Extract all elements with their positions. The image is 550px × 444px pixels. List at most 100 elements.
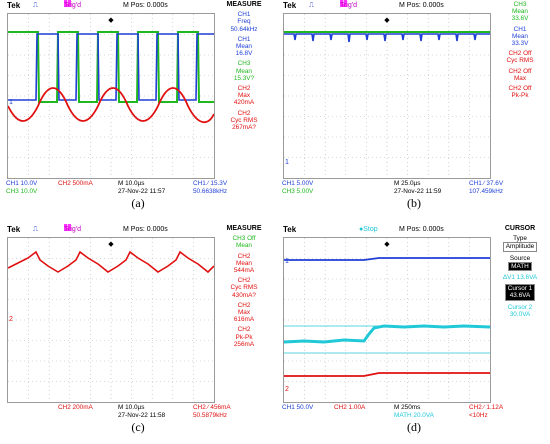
ch1-marker: 1 xyxy=(9,99,13,106)
measure-item[interactable]: CH2 Off Cyc RMS xyxy=(506,50,534,65)
graticule: 1 2 ◆ xyxy=(283,237,491,403)
timestamp: 27-Nov-22 11:57 xyxy=(118,188,166,195)
waveform-area: 1 ◆ xyxy=(8,14,214,178)
panel-caption: (c) xyxy=(131,420,145,434)
trigger-t-icon: T xyxy=(64,224,71,231)
scope-header: Tek ⎍ T Trig'd M Pos: 0.000s xyxy=(7,224,168,234)
panel-caption: (a) xyxy=(131,196,145,210)
measure-menu: MEASURE CH1 Freq 50.64kHz CH1 Mean 16.8V CH3… xyxy=(216,1,272,179)
graticule: 1 ◆ xyxy=(7,13,215,179)
acquisition-status: ● Stop xyxy=(359,226,378,233)
ch2-marker: 2 xyxy=(9,316,13,323)
trigger-position-icon: ◆ xyxy=(108,17,114,24)
menu-title: MEASURE xyxy=(226,225,262,232)
scope-screen: Tek ● Stop M Pos: 0.000s 1 2 ◆ CURSOR xyxy=(279,224,549,420)
ch1-scale: CH1 5.00V xyxy=(282,180,314,187)
scope-header: Tek ⎍ T Trig'd M Pos: 0.000s xyxy=(283,0,444,10)
trigger-t-icon: T xyxy=(64,0,71,7)
ch2-trace xyxy=(8,87,214,123)
panel-caption: (b) xyxy=(407,196,421,210)
trigger-t-icon: T xyxy=(340,0,347,7)
measure-item[interactable]: CH2 Max 616mA xyxy=(233,301,255,324)
measure-item[interactable]: CH2 Cyc RMS 430mA? xyxy=(230,277,258,299)
status-footer: CH1 50.0V CH2 1.00A M 250ms CH2 ∕ 1.12A … xyxy=(279,403,549,421)
ch1-trace xyxy=(284,257,490,261)
graticule: 2 ◆ xyxy=(7,237,215,403)
scope-screen: Tek ⎍ T Trig'd M Pos: 0.000s 2 ◆ MEASURE … xyxy=(3,224,273,420)
run-pulse-icon: ⎍ xyxy=(33,226,38,233)
status-footer: CH1 10.0V CH2 500mA M 10.0µs CH1 ∕ 15.3V… xyxy=(3,179,273,197)
waveform-area: 2 ◆ xyxy=(8,238,214,402)
status-footer: CH1 5.00V M 25.0µs CH1 ∕ 37.6V CH3 5.00V… xyxy=(279,179,549,197)
cursor-2[interactable]: Cursor 2 30.0VA xyxy=(507,303,533,318)
run-pulse-icon: ⎍ xyxy=(309,2,314,9)
brand-label: Tek xyxy=(7,1,21,10)
status-footer: CH2 200mA M 10.0µs CH2 ∕ 456mA 27-Nov-22… xyxy=(3,403,273,421)
waveform-area: 1 ◆ xyxy=(284,14,490,178)
trigger-level: CH1 ∕ 15.3V xyxy=(193,180,228,187)
ch2-scale: CH2 1.00A xyxy=(334,404,366,411)
measure-item[interactable]: CH1 Freq 50.64kHz xyxy=(230,11,258,33)
ch2-trace xyxy=(284,372,490,377)
ch1-marker: 1 xyxy=(285,159,289,166)
panel-d: Tek ● Stop M Pos: 0.000s 1 2 ◆ CURSOR xyxy=(279,224,549,434)
math-scale: MATH 20.0VA xyxy=(394,412,434,419)
menu-title: CURSOR xyxy=(504,225,536,232)
ch2-scale: CH2 200mA xyxy=(58,404,93,411)
menu-title: MEASURE xyxy=(226,1,262,8)
brand-label: Tek xyxy=(7,225,21,234)
graticule: 1 ◆ xyxy=(283,13,491,179)
timebase: M 25.0µs xyxy=(394,180,421,187)
measure-item[interactable]: CH3 Mean 33.6V xyxy=(511,1,529,23)
trigger-level: CH2 ∕ 1.12A xyxy=(469,404,504,411)
timebase: M 250ms xyxy=(394,404,421,411)
measure-item[interactable]: CH2 Pk-Pk 256mA xyxy=(233,326,255,348)
measure-item[interactable]: CH3 Off Mean xyxy=(232,235,256,250)
measure-item[interactable]: CH3 Mean 15.3V? xyxy=(233,60,255,82)
measure-menu: CH3 Mean 33.6V CH1 Mean 33.3V CH2 Off Cyc RMS… xyxy=(492,1,548,179)
measure-item[interactable]: CH2 Off Max xyxy=(508,67,532,82)
brand-label: Tek xyxy=(283,1,297,10)
measure-item[interactable]: CH2 Mean 544mA xyxy=(233,252,255,275)
position-readout: M Pos: 0.000s xyxy=(123,2,168,9)
measure-item[interactable]: CH2 Cyc RMS 267mA? xyxy=(230,109,258,132)
position-readout: M Pos: 0.000s xyxy=(399,226,444,233)
panel-c: Tek ⎍ T Trig'd M Pos: 0.000s 2 ◆ MEASURE … xyxy=(3,224,273,434)
panel-caption: (d) xyxy=(407,420,421,434)
trigger-frequency: <10Hz xyxy=(469,412,488,419)
cursor-1[interactable]: Cursor 1 43.6VA xyxy=(492,284,548,301)
ch1-scale: CH1 10.0V xyxy=(6,180,38,187)
scope-screen: Tek ⎍ T Trig'd M Pos: 0.000s 1 ◆ xyxy=(3,0,273,196)
timestamp: 27-Nov-22 11:59 xyxy=(394,188,442,195)
ch2-scale: CH2 500mA xyxy=(58,180,93,187)
position-readout: M Pos: 0.000s xyxy=(123,226,168,233)
timebase: M 10.0µs xyxy=(118,180,145,187)
cursor-menu: CURSOR Type Amplitude Source MATH ΔV1 13.6… xyxy=(492,225,548,403)
trigger-frequency: 50.5879kHz xyxy=(193,412,228,419)
ch1-scale: CH1 50.0V xyxy=(282,404,314,411)
ch1-trace xyxy=(8,33,214,101)
trigger-level: CH2 ∕ 456mA xyxy=(193,404,231,411)
scope-header: Tek ⎍ T Trig'd M Pos: 0.000s xyxy=(7,0,168,10)
brand-label: Tek xyxy=(283,225,297,234)
ch3-scale: CH3 10.0V xyxy=(6,188,38,195)
cursor-source[interactable]: Source MATH xyxy=(508,254,532,272)
scope-screen: Tek ⎍ T Trig'd M Pos: 0.000s 1 ◆ CH3 Mean 3… xyxy=(279,0,549,196)
timebase: M 10.0µs xyxy=(118,404,145,411)
ch3-scale: CH3 5.00V xyxy=(282,188,314,195)
ch2-marker: 2 xyxy=(285,386,289,393)
cursor-delta: ΔV1 13.6VA xyxy=(502,274,538,282)
timestamp: 27-Nov-22 11:58 xyxy=(118,412,166,419)
measure-item[interactable]: CH1 Mean 16.8V xyxy=(235,35,253,58)
trigger-level: CH1 ∕ 37.6V xyxy=(469,180,504,187)
ch1-marker: 1 xyxy=(285,258,289,265)
ch1-trace xyxy=(284,33,490,43)
measure-item[interactable]: CH2 Off Pk-Pk xyxy=(508,85,532,100)
cursor-type[interactable]: Type Amplitude xyxy=(492,235,548,252)
measure-item[interactable]: CH1 Mean 33.3V xyxy=(511,25,529,48)
panel-b: Tek ⎍ T Trig'd M Pos: 0.000s 1 ◆ CH3 Mean 3… xyxy=(279,0,549,210)
trigger-frequency: 50.6638kHz xyxy=(193,188,228,195)
measure-item[interactable]: CH2 Max 420mA xyxy=(233,85,255,107)
scope-header: Tek ● Stop M Pos: 0.000s xyxy=(279,224,549,236)
math-trace xyxy=(284,324,490,344)
